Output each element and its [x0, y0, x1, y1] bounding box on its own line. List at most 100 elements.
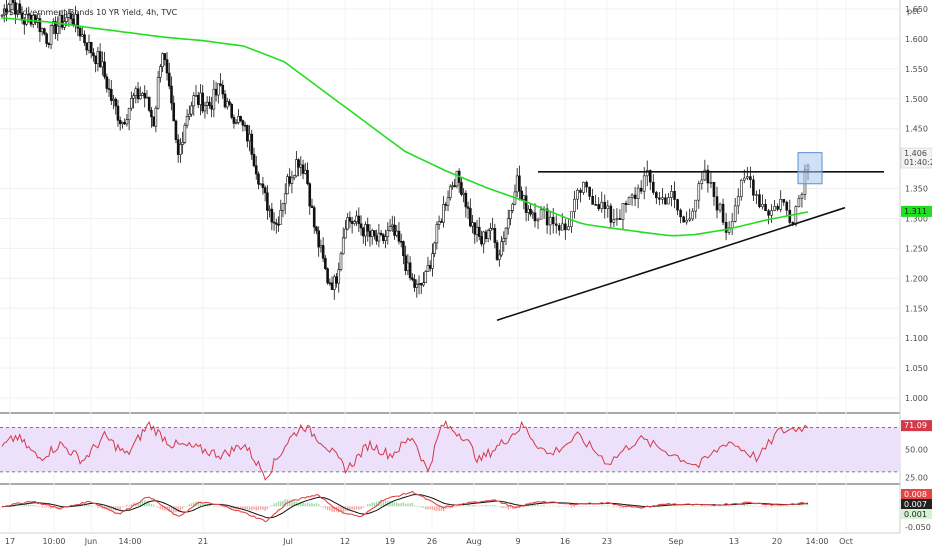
candle-body	[145, 96, 149, 99]
macd-hist-bar	[242, 506, 244, 509]
candle-body	[259, 183, 262, 186]
candle-body	[92, 52, 95, 57]
time-tick-label: 14:00	[118, 537, 141, 546]
macd-hist-bar	[689, 506, 691, 507]
candle-body	[500, 241, 503, 256]
macd-hist-bar	[722, 506, 724, 507]
macd-hist-bar	[384, 500, 387, 507]
macd-hist-bar	[246, 506, 249, 510]
macd-hist-bar	[126, 504, 128, 507]
macd-hist-bar	[442, 506, 445, 512]
candle-body	[673, 190, 676, 200]
macd-hist-bar	[173, 506, 175, 513]
macd-hist-bar	[161, 506, 164, 510]
macd-hist-bar	[23, 505, 26, 507]
candle-body	[125, 119, 129, 125]
candle-body	[134, 88, 138, 96]
macd-hist-bar	[640, 506, 642, 509]
macd-hist-bar	[433, 506, 436, 511]
price-tick-label: 1.600	[905, 35, 928, 44]
candle-body	[78, 27, 82, 37]
candle-body	[749, 176, 752, 181]
macd-hist-bar	[233, 506, 235, 510]
candle-body	[453, 185, 457, 187]
macd-hist-bar	[537, 504, 539, 507]
candle-body	[43, 28, 46, 35]
candle-body	[489, 228, 492, 231]
candle-body	[194, 95, 198, 97]
macd-hist-bar	[152, 504, 155, 507]
macd-hist-bar	[707, 506, 709, 507]
macd-hist-bar	[255, 506, 257, 511]
candle-body	[223, 93, 227, 108]
macd-hist-bar	[306, 502, 309, 507]
candle-body	[404, 255, 407, 271]
candle-body	[341, 237, 345, 255]
macd-hist-bar	[273, 503, 275, 507]
macd-hist-bar	[570, 506, 573, 508]
candle-body	[591, 196, 594, 205]
rsi-axis-ticks: 25.00 50.00	[905, 446, 928, 483]
macd-hist-bar	[546, 506, 548, 507]
rsi-band-fill	[0, 427, 900, 472]
candle-body	[460, 182, 463, 195]
candle-body	[38, 18, 42, 33]
macd-hist-bar	[498, 506, 501, 507]
macd-hist-bar	[159, 506, 162, 510]
macd-hist-bar	[190, 503, 193, 507]
signal-value-label: 0.007	[904, 500, 927, 509]
candle-body	[183, 124, 187, 143]
candle-body	[96, 51, 100, 65]
candle-body	[337, 269, 341, 284]
candle-body	[618, 218, 622, 220]
macd-hist-bar	[511, 506, 514, 510]
macd-hist-bar	[422, 506, 425, 508]
candle-body	[424, 271, 428, 283]
macd-hist-bar	[610, 506, 612, 507]
macd-hist-bar	[770, 506, 773, 508]
candle-body	[406, 262, 410, 271]
macd-hist-bar	[197, 501, 199, 507]
candle-body	[393, 224, 396, 236]
candle-body	[475, 226, 479, 235]
candle-body	[504, 227, 508, 239]
macd-hist-bar	[108, 506, 110, 510]
trendlines[interactable]	[496, 170, 884, 321]
candle-body	[368, 230, 372, 237]
candle-body	[76, 13, 80, 29]
macd-hist-bar	[713, 506, 715, 508]
candle-body	[736, 196, 740, 207]
candle-body	[335, 276, 338, 284]
candle-body	[23, 20, 26, 25]
candle-body	[270, 208, 274, 223]
price-tick-label: 1.200	[905, 274, 928, 283]
candle-body	[301, 164, 305, 174]
candle-body	[114, 98, 118, 107]
macd-hist-bar	[491, 505, 494, 507]
price-tick-label: 1.150	[905, 304, 928, 313]
candle-body	[210, 105, 213, 110]
time-tick-label: 20	[772, 537, 782, 546]
candle-body	[752, 179, 755, 196]
macd-hist-bar	[239, 506, 242, 510]
candle-body	[116, 105, 120, 121]
highlight-box[interactable]	[797, 152, 823, 185]
macd-hist-bar	[474, 505, 476, 507]
macd-axis-ticks: -0.050	[905, 523, 931, 532]
candle-body	[557, 225, 561, 231]
candle-body	[25, 13, 28, 25]
macd-hist-bar	[317, 504, 320, 507]
support-trendline[interactable]	[496, 206, 846, 321]
macd-hist-bar	[409, 503, 411, 507]
candle-body	[493, 228, 497, 243]
candle-body	[529, 208, 532, 215]
time-tick-label: Sep	[668, 537, 683, 546]
candle-body	[633, 194, 637, 200]
macd-value-label: 0.008	[904, 490, 927, 499]
candle-body	[712, 181, 716, 197]
candle-body	[498, 254, 501, 260]
candle-body	[600, 201, 604, 210]
macd-hist-bar	[429, 506, 431, 510]
